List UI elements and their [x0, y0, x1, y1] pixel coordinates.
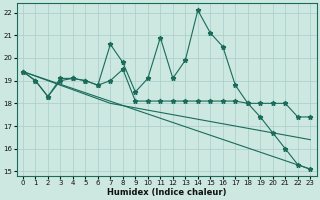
X-axis label: Humidex (Indice chaleur): Humidex (Indice chaleur) [107, 188, 226, 197]
